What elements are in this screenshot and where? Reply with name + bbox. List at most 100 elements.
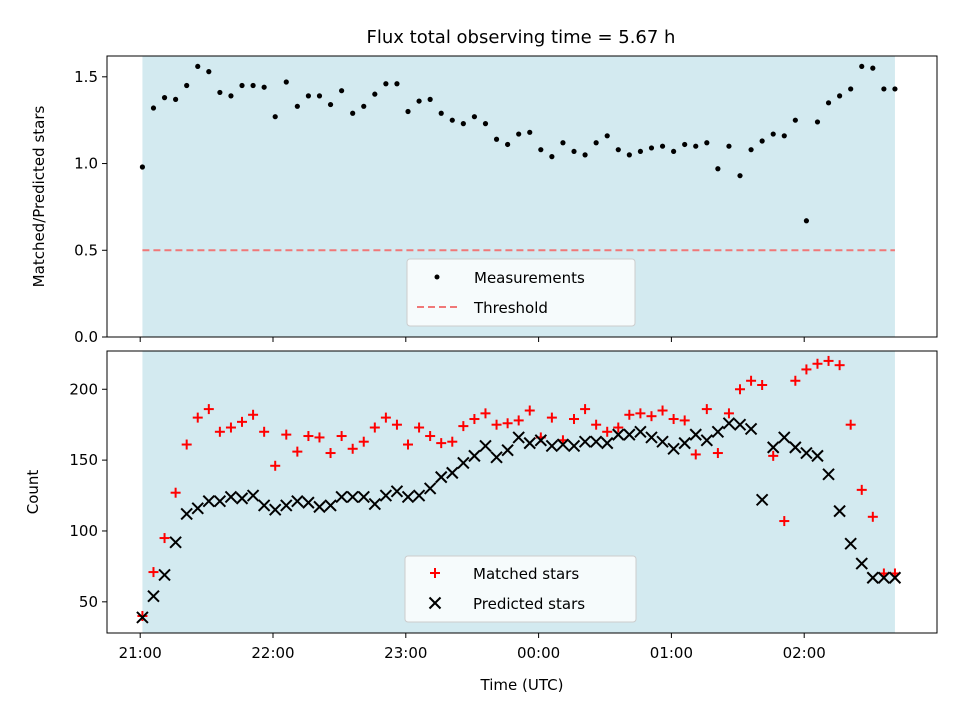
- matched-point: [790, 375, 801, 386]
- measurement-point: [139, 164, 146, 170]
- y-tick-label: 1.0: [74, 155, 98, 173]
- matched-point: [569, 414, 580, 425]
- matched-point: [480, 408, 491, 419]
- y-tick-label: 0.0: [74, 328, 98, 346]
- legend-predicted-marker: [428, 596, 442, 610]
- matched-point: [801, 364, 812, 375]
- y-tick-label: 150: [69, 451, 98, 469]
- measurement-point: [571, 148, 577, 155]
- bottom-axes-frame: [106, 350, 938, 634]
- predicted-point: [767, 441, 780, 454]
- matched-point: [237, 416, 248, 427]
- measurement-point: [394, 81, 400, 87]
- measurement-point: [781, 133, 787, 139]
- measurement-point: [715, 166, 721, 172]
- measurement-point: [770, 131, 776, 137]
- matched-point: [491, 419, 502, 430]
- predicted-point: [866, 571, 880, 584]
- predicted-point: [269, 503, 282, 516]
- predicted-point: [457, 456, 470, 470]
- matched-point: [834, 360, 845, 371]
- measurement-point: [726, 143, 732, 149]
- top-panel: 0.0 0.5 1.0 1.5 Matched/Predicted stars Mea…: [30, 55, 938, 346]
- predicted-point: [346, 490, 359, 504]
- matched-point: [403, 439, 414, 450]
- predicted-point: [601, 436, 614, 450]
- legend-threshold-label: Threshold: [473, 299, 548, 317]
- predicted-point: [379, 489, 393, 502]
- measurement-point: [593, 140, 599, 146]
- measurement-point: [848, 86, 854, 92]
- matched-point: [746, 375, 757, 386]
- legend-predicted-cross: [428, 596, 442, 610]
- x-tick-label: 21:00: [119, 644, 162, 662]
- measurement-point: [482, 121, 489, 127]
- y-tick-label: 200: [69, 380, 98, 398]
- matched-point: [148, 567, 159, 578]
- predicted-point: [158, 568, 171, 582]
- matched-point: [170, 487, 181, 498]
- predicted-point: [888, 571, 902, 584]
- predicted-point: [855, 557, 868, 570]
- measurement-point: [626, 152, 632, 158]
- matched-point: [192, 412, 203, 423]
- predicted-point: [634, 425, 647, 438]
- matched-point: [624, 409, 635, 420]
- matched-point: [270, 460, 281, 471]
- predicted-point: [224, 490, 238, 504]
- matched-point: [812, 358, 823, 369]
- top-y-axis: 0.0 0.5 1.0 1.5: [74, 68, 107, 346]
- matched-point: [325, 448, 336, 459]
- legend-matched-marker: [430, 568, 440, 578]
- predicted-point: [711, 425, 725, 438]
- predicted-point: [623, 428, 636, 441]
- matched-point: [447, 436, 458, 447]
- measurement-point: [361, 103, 367, 109]
- measurement-point: [372, 91, 378, 97]
- matched-point: [248, 409, 259, 420]
- predicted-point: [612, 428, 625, 441]
- measurement-point: [339, 88, 345, 94]
- predicted-point: [744, 422, 758, 436]
- bottom-y-axis: 50 100 150 200: [69, 380, 107, 611]
- matched-point: [602, 426, 613, 437]
- bottom-panel: 50 100 150 200 21:00 22:00 23:00 00:00 01:00 02:…: [24, 350, 938, 694]
- matched-point: [546, 412, 557, 423]
- measurement-point: [648, 145, 655, 151]
- matched-point: [303, 431, 314, 442]
- predicted-point: [667, 442, 680, 455]
- y-tick-label: 50: [79, 593, 98, 611]
- matched-point: [225, 422, 236, 433]
- predicted-point: [191, 502, 204, 515]
- top-x-ticks: [139, 337, 805, 342]
- matched-point: [591, 419, 602, 430]
- measurement-point: [438, 110, 444, 116]
- matched-point: [292, 446, 303, 457]
- matched-point: [369, 422, 380, 433]
- matched-point: [347, 443, 358, 454]
- matched-point: [823, 355, 834, 366]
- matched-point: [414, 422, 425, 433]
- measurement-point: [383, 81, 389, 87]
- legend-measurements-label: Measurements: [474, 269, 585, 287]
- matched-point: [635, 408, 646, 419]
- matched-point: [757, 380, 768, 391]
- predicted-stars-series: [136, 417, 902, 624]
- measurement-point: [173, 96, 179, 102]
- predicted-point: [423, 482, 437, 495]
- predicted-point: [722, 417, 736, 430]
- matched-point: [867, 511, 878, 522]
- x-tick-label: 01:00: [650, 644, 693, 662]
- measurement-point: [659, 143, 666, 149]
- measurement-point: [261, 84, 267, 90]
- predicted-point: [645, 431, 658, 444]
- predicted-point: [280, 499, 293, 512]
- x-tick-label: 02:00: [783, 644, 826, 662]
- measurement-point: [682, 141, 688, 148]
- matched-point: [679, 415, 690, 426]
- measurement-point: [825, 100, 832, 106]
- predicted-point: [700, 434, 714, 447]
- predicted-point: [523, 436, 536, 450]
- x-axis-label: Time (UTC): [480, 676, 564, 694]
